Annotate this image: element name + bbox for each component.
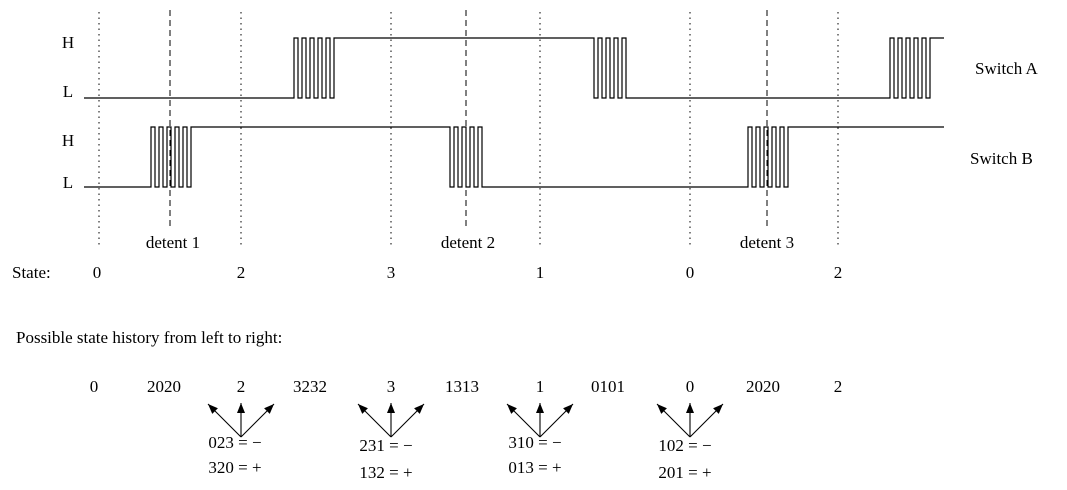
arrowhead-icon bbox=[686, 403, 694, 413]
state-value: 0 bbox=[686, 263, 695, 282]
switch-a-high-label: H bbox=[62, 33, 74, 52]
switch-b-waveform bbox=[84, 126, 944, 188]
switch-a-waveform bbox=[84, 37, 944, 99]
arrowhead-icon bbox=[563, 404, 573, 414]
switch-a-low-label: L bbox=[63, 82, 73, 101]
arrowhead-icon bbox=[237, 403, 245, 413]
arrowhead-icon bbox=[264, 404, 274, 414]
transition-minus-equation: 023 = − bbox=[208, 433, 261, 452]
history-item: 0101 bbox=[591, 377, 625, 396]
history-item: 3 bbox=[387, 377, 396, 396]
arrowhead-icon bbox=[358, 404, 368, 414]
arrow-fan bbox=[506, 403, 574, 438]
transition-minus-equation: 310 = − bbox=[508, 433, 561, 452]
transition-minus-equation: 231 = − bbox=[359, 436, 412, 455]
state-value: 2 bbox=[834, 263, 843, 282]
arrowhead-icon bbox=[713, 404, 723, 414]
history-item: 1313 bbox=[445, 377, 479, 396]
arrowhead-icon bbox=[507, 404, 517, 414]
history-item: 1 bbox=[536, 377, 545, 396]
transition-plus-equation: 013 = + bbox=[508, 458, 561, 477]
transition-plus-equation: 132 = + bbox=[359, 463, 412, 482]
detent-lines bbox=[169, 10, 768, 228]
arrow-fan bbox=[357, 403, 425, 438]
arrowhead-icon bbox=[387, 403, 395, 413]
history-item: 2020 bbox=[746, 377, 780, 396]
history-sequence: 0 2020 2 3232 3 1313 1 0101 0 2020 2 bbox=[90, 377, 843, 396]
history-item: 2 bbox=[237, 377, 246, 396]
transition-fans bbox=[207, 403, 724, 438]
transition-plus-equation: 320 = + bbox=[208, 458, 261, 477]
state-boundary-lines bbox=[98, 12, 839, 248]
switch-b-high-label: H bbox=[62, 131, 74, 150]
history-caption: Possible state history from left to righ… bbox=[16, 328, 282, 347]
arrowhead-icon bbox=[657, 404, 667, 414]
history-item: 2020 bbox=[147, 377, 181, 396]
state-value: 3 bbox=[387, 263, 396, 282]
detent-label: detent 1 bbox=[146, 233, 200, 252]
arrowhead-icon bbox=[414, 404, 424, 414]
history-item: 0 bbox=[90, 377, 99, 396]
state-value: 2 bbox=[237, 263, 246, 282]
history-item: 3232 bbox=[293, 377, 327, 396]
transition-minus-equation: 102 = − bbox=[658, 436, 711, 455]
state-value: 0 bbox=[93, 263, 102, 282]
history-item: 0 bbox=[686, 377, 695, 396]
arrowhead-icon bbox=[208, 404, 218, 414]
transition-plus-equation: 201 = + bbox=[658, 463, 711, 482]
switch-b-name: Switch B bbox=[970, 149, 1033, 168]
state-row-label: State: bbox=[12, 263, 51, 282]
history-item: 2 bbox=[834, 377, 843, 396]
detent-label: detent 2 bbox=[441, 233, 495, 252]
switch-b-low-label: L bbox=[63, 173, 73, 192]
state-value: 1 bbox=[536, 263, 545, 282]
arrowhead-icon bbox=[536, 403, 544, 413]
arrow-fan bbox=[207, 403, 275, 438]
switch-a-name: Switch A bbox=[975, 59, 1039, 78]
arrow-fan bbox=[656, 403, 724, 438]
detent-label: detent 3 bbox=[740, 233, 794, 252]
